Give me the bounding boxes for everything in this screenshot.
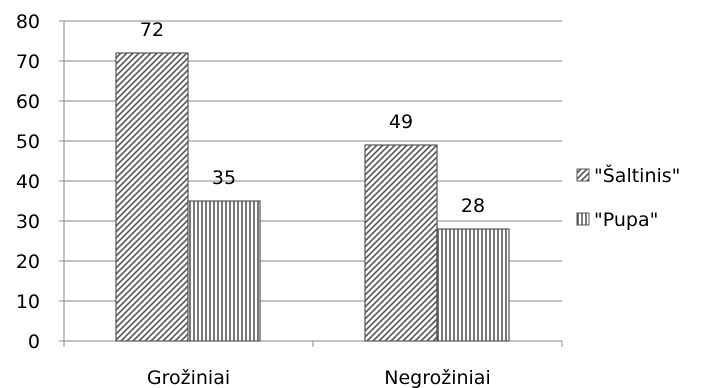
bars: [115, 52, 510, 342]
y-tick-label: 60: [16, 91, 40, 113]
data-label: 72: [140, 19, 164, 41]
y-tick-label: 50: [16, 131, 40, 153]
x-category-label: Negrožiniai: [384, 367, 490, 388]
y-tick-label: 30: [16, 211, 40, 233]
bar-saltinis-groziniai: [115, 52, 189, 342]
data-label: 28: [461, 195, 485, 217]
x-axis-category-labels: Grožiniai Negrožiniai: [147, 367, 491, 388]
legend-label: "Pupa": [594, 209, 658, 231]
bar-pupa-groziniai: [187, 200, 261, 342]
y-tick-label: 0: [28, 331, 40, 353]
legend: "Šaltinis" "Pupa": [576, 163, 680, 231]
data-label: 35: [212, 167, 236, 189]
legend-swatch: [576, 168, 590, 182]
y-tick-label: 40: [16, 171, 40, 193]
y-tick-label: 70: [16, 51, 40, 73]
data-labels: 72 35 49 28: [140, 19, 485, 217]
y-tick-label: 10: [16, 291, 40, 313]
data-label: 49: [389, 111, 413, 133]
legend-swatch: [576, 212, 590, 226]
y-tick-label: 80: [16, 11, 40, 33]
legend-label: "Šaltinis": [594, 163, 680, 187]
y-axis-tick-labels: 0 10 20 30 40 50 60 70 80: [16, 11, 40, 353]
bar-saltinis-negroziniai: [364, 144, 438, 342]
y-tick-label: 20: [16, 251, 40, 273]
x-category-label: Grožiniai: [147, 367, 230, 388]
bar-pupa-negroziniai: [436, 228, 510, 342]
